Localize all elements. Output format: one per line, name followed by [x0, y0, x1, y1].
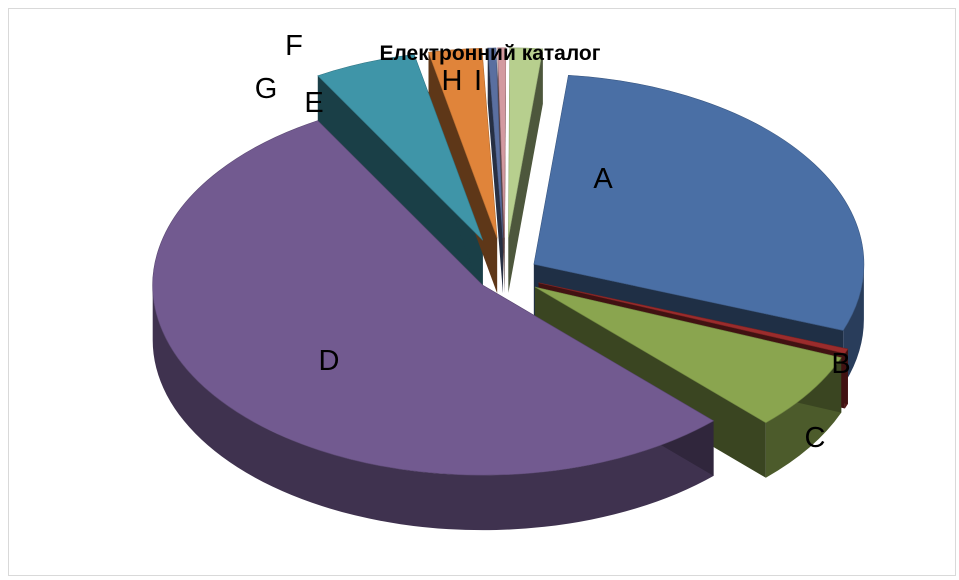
chart-title: Електронний каталог [379, 42, 600, 65]
slice-label-b: B [831, 348, 850, 380]
slice-b [538, 282, 849, 354]
slice-f [428, 47, 498, 239]
slice-label-d: D [319, 345, 340, 377]
pie-labels: A B C D EFG H I [255, 30, 851, 454]
slice-side-d [152, 285, 714, 531]
slice-label-h: H [442, 65, 463, 97]
slice-g [487, 47, 504, 238]
slice-a [533, 74, 865, 331]
slice-label-a: A [593, 163, 613, 195]
pie-tops [152, 47, 865, 476]
slice-h [497, 47, 507, 238]
slice-wall-i [508, 48, 543, 293]
slice-e [317, 54, 484, 241]
slice-wall-e [317, 75, 483, 296]
slice-label-i: I [474, 65, 482, 97]
slice-label-g: G [255, 73, 278, 105]
slice-d [152, 120, 715, 476]
slice-label-f: F [285, 30, 303, 62]
slice-wall-g [487, 48, 503, 293]
slice-c [534, 286, 842, 424]
slice-i [508, 47, 544, 238]
slice-label-c: C [805, 422, 826, 454]
slice-label-e: E [304, 87, 323, 119]
slice-side-a [843, 264, 864, 386]
